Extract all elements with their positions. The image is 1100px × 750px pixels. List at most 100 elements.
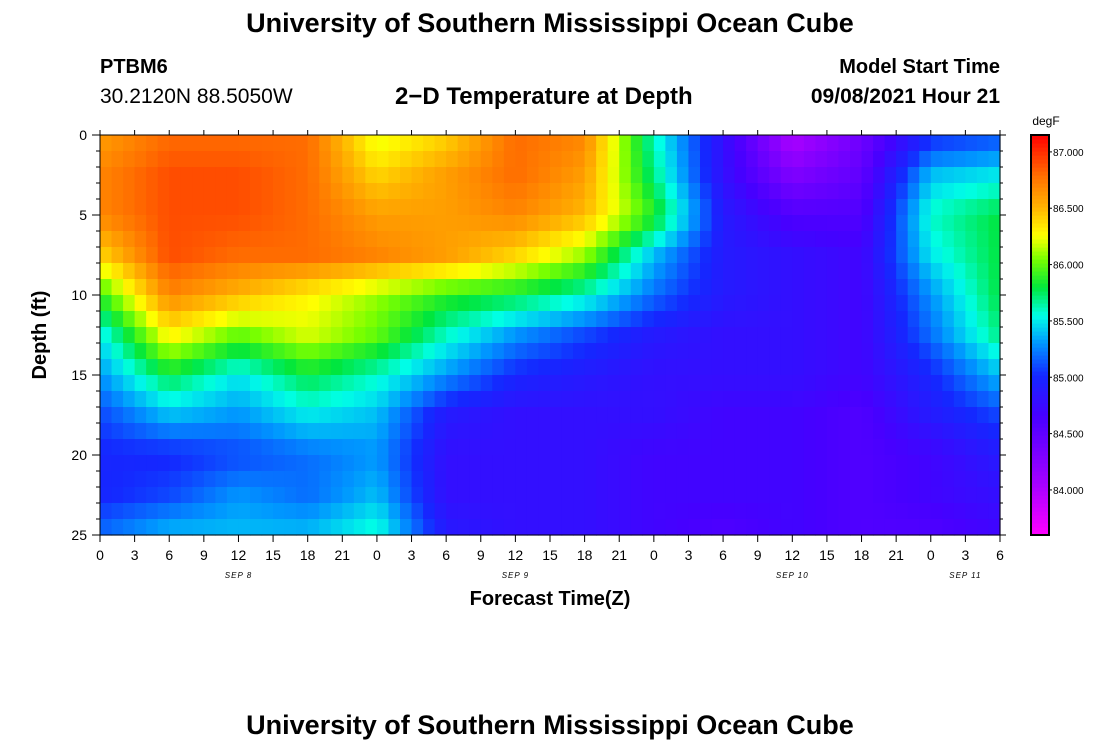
heatmap-cell [815,487,828,504]
heatmap-cell [630,311,643,328]
heatmap-cell [803,503,816,520]
heatmap-cell [792,439,805,456]
heatmap-cell [365,423,378,440]
heatmap-cell [457,295,470,312]
heatmap-cell [203,375,216,392]
heatmap-cell [515,359,528,376]
heatmap-cell [803,423,816,440]
heatmap-cell [792,247,805,264]
heatmap-cell [873,327,886,344]
heatmap-cell [919,439,932,456]
heatmap-cell [723,423,736,440]
heatmap-cell [515,167,528,184]
heatmap-cell [746,407,759,424]
heatmap-cell [653,343,666,360]
heatmap-cell [561,151,574,168]
heatmap-cell [307,231,320,248]
heatmap-cell [411,423,424,440]
heatmap-cell [653,231,666,248]
heatmap-cell [192,279,205,296]
heatmap-cell [111,199,124,216]
heatmap-cell [469,391,482,408]
heatmap-cell [457,471,470,488]
heatmap-cell [884,343,897,360]
heatmap-cell [330,151,343,168]
heatmap-cell [573,135,586,152]
heatmap-cell [826,439,840,456]
heatmap-cell [434,503,447,520]
heatmap-cell [630,215,643,232]
heatmap-cell [400,231,413,248]
heatmap-cell [203,151,216,168]
heatmap-cell [850,343,863,360]
heatmap-cell [746,199,759,216]
heatmap-cell [803,295,816,312]
colorbar-segment [1031,363,1049,368]
heatmap-cell [584,359,597,376]
heatmap-cell [953,199,966,216]
heatmap-cell [469,279,482,296]
heatmap-cell [480,199,493,216]
heatmap-cell [780,359,793,376]
heatmap-cell [353,215,366,232]
colorbar-segment [1031,311,1049,316]
colorbar-segment [1031,167,1049,172]
heatmap-cell [480,455,493,472]
colorbar-segment [1031,339,1049,344]
heatmap-cell [226,327,240,344]
heatmap-cell [169,295,182,312]
heatmap-cell [526,183,540,200]
heatmap-cell [123,295,136,312]
heatmap-cell [538,519,551,536]
heatmap-cell [215,391,228,408]
heatmap-cell [376,343,390,360]
heatmap-cell [688,519,701,536]
heatmap-cell [607,391,620,408]
heatmap-cell [111,215,124,232]
heatmap-cell [826,407,840,424]
colorbar-segment [1031,355,1049,360]
heatmap-cell [688,135,701,152]
heatmap-cell [861,391,874,408]
heatmap-cell [503,215,516,232]
heatmap-cell [123,231,136,248]
heatmap-cell [423,279,436,296]
heatmap-cell [250,455,263,472]
heatmap-cell [330,343,343,360]
heatmap-cell [815,215,828,232]
heatmap-cell [919,455,932,472]
heatmap-cell [330,375,343,392]
heatmap-cell [642,199,655,216]
x-day-label: SEP 10 [776,571,809,580]
heatmap-cell [861,183,874,200]
heatmap-cell [653,279,666,296]
heatmap-cell [215,199,228,216]
heatmap-cell [653,519,666,536]
heatmap-cell [134,455,147,472]
heatmap-cell [988,215,1001,232]
heatmap-cell [907,215,920,232]
heatmap-cell [642,279,655,296]
heatmap-cell [596,359,609,376]
heatmap-cell [157,423,170,440]
heatmap-cell [353,167,366,184]
x-day-label: SEP 11 [949,571,981,580]
heatmap-cell [884,503,897,520]
colorbar-segment [1031,503,1049,508]
heatmap-cell [884,391,897,408]
heatmap-cell [884,215,897,232]
heatmap-cell [434,519,447,536]
heatmap-cell [861,151,874,168]
heatmap-cell [400,519,413,536]
heatmap-cell [930,279,943,296]
heatmap-cell [930,439,943,456]
heatmap-cell [423,311,436,328]
heatmap-cell [515,295,528,312]
heatmap-cell [169,151,182,168]
heatmap-cell [469,231,482,248]
heatmap-cell [538,327,551,344]
heatmap-cell [515,487,528,504]
heatmap-cell [238,471,251,488]
heatmap-cell [873,279,886,296]
heatmap-cell [134,519,147,536]
